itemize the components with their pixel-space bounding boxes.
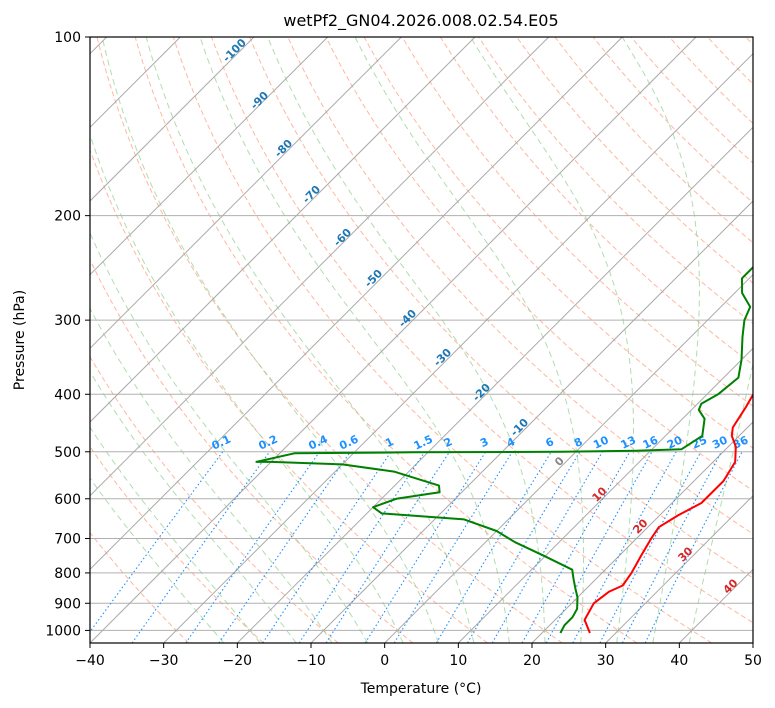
isotherm [90, 37, 697, 643]
y-tick-label: 500 [54, 445, 81, 461]
moist-adiabat [621, 37, 700, 643]
x-tick-label: 50 [744, 653, 762, 669]
isotherm [90, 37, 255, 202]
y-tick-label: 200 [54, 209, 81, 225]
moist-adiabat [101, 37, 439, 643]
x-tick-label: −20 [223, 653, 253, 669]
dry-adiabat [90, 355, 339, 643]
chart-title: wetPf2_GN04.2026.008.02.54.E05 [283, 11, 558, 31]
x-axis-title: Temperature (°C) [360, 681, 482, 697]
isotherm [457, 347, 753, 643]
dry-adiabat [516, 37, 753, 284]
dry-adiabat [90, 148, 488, 643]
mixing-ratio-line [644, 451, 743, 643]
y-tick-label: 100 [54, 30, 81, 46]
mixing-ratio-line [435, 451, 552, 643]
x-tick-label: 40 [670, 653, 688, 669]
isotherm [90, 37, 329, 276]
mixing-ratio-line [572, 451, 677, 643]
mixing-ratio-line [325, 451, 451, 643]
mixing-ratio-line [521, 451, 631, 643]
mixing-ratio-line [599, 451, 702, 643]
plot-frame [89, 36, 754, 644]
x-tick-label: 0 [380, 653, 389, 669]
y-tick-label: 900 [54, 596, 81, 612]
dry-adiabat [249, 37, 753, 579]
y-tick-label: 1000 [45, 623, 81, 639]
isotherm [236, 126, 753, 643]
temperature-profile [583, 392, 753, 634]
moist-adiabat [354, 37, 584, 643]
x-tick-label: −40 [75, 653, 105, 669]
isotherm [163, 52, 753, 643]
x-tick-label: −10 [296, 653, 326, 669]
moist-adiabat [90, 307, 333, 643]
dewpoint-profile [255, 265, 753, 634]
moist-adiabat [199, 37, 510, 643]
dry-adiabat [439, 37, 753, 366]
x-tick-label: −30 [149, 653, 179, 669]
y-tick-label: 700 [54, 532, 81, 548]
x-tick-label: 10 [449, 653, 467, 669]
mixing-ratio-line [131, 451, 271, 643]
mixing-ratio-line [218, 451, 351, 643]
mixing-ratio-line [364, 451, 487, 643]
isotherm [310, 200, 753, 643]
mixing-ratio-line [185, 451, 321, 643]
dry-adiabat [96, 37, 563, 643]
dry-adiabat [90, 531, 190, 643]
isotherm [90, 37, 550, 497]
y-tick-label: 300 [54, 313, 81, 329]
moist-adiabat [470, 37, 634, 643]
moist-adiabat [90, 370, 297, 643]
mixing-ratio-label: 13 [619, 434, 638, 452]
dry-adiabat [172, 37, 712, 643]
mixing-ratio-line [545, 451, 653, 643]
dry-adiabat [90, 445, 264, 643]
isotherm [90, 37, 476, 423]
axes: −40 −30 −20 −10 0 10 20 30 40 50 1000 900 800 700 600 5… [45, 30, 762, 669]
moist-adiabat [90, 477, 225, 643]
isotherm [90, 37, 623, 571]
dry-adiabat [211, 37, 753, 624]
y-tick-label: 400 [54, 387, 81, 403]
mixing-ratio-label: 20 [665, 433, 685, 451]
y-axis-title: Pressure (hPa) [12, 290, 28, 390]
isotherm [384, 273, 753, 643]
mixing-ratio-label: 10 [591, 433, 611, 451]
y-tick-label: 800 [54, 566, 81, 582]
dry-adiabat [134, 37, 638, 643]
mixing-ratio-line [90, 451, 224, 633]
moist-adiabat [267, 37, 546, 643]
mixing-ratio-label: 25 [690, 434, 709, 452]
moist-adiabat [90, 231, 369, 643]
moist-adiabat [145, 37, 475, 643]
isotherm [605, 494, 753, 643]
y-tick-label: 600 [54, 492, 81, 508]
mixing-ratio-line [262, 451, 392, 643]
moist-adiabat [90, 426, 261, 643]
x-tick-label: 20 [523, 653, 541, 669]
x-tick-label: 30 [597, 653, 615, 669]
moist-adiabat [90, 133, 404, 643]
isotherm [531, 421, 753, 643]
dry-adiabat [325, 37, 753, 492]
dry-adiabat [401, 37, 753, 407]
mixing-ratio-label: 16 [641, 433, 661, 451]
mixing-ratio-line [298, 451, 426, 643]
moist-adiabat [688, 361, 753, 643]
isotherm [90, 37, 402, 350]
mixing-ratio-label: 30 [710, 433, 730, 451]
